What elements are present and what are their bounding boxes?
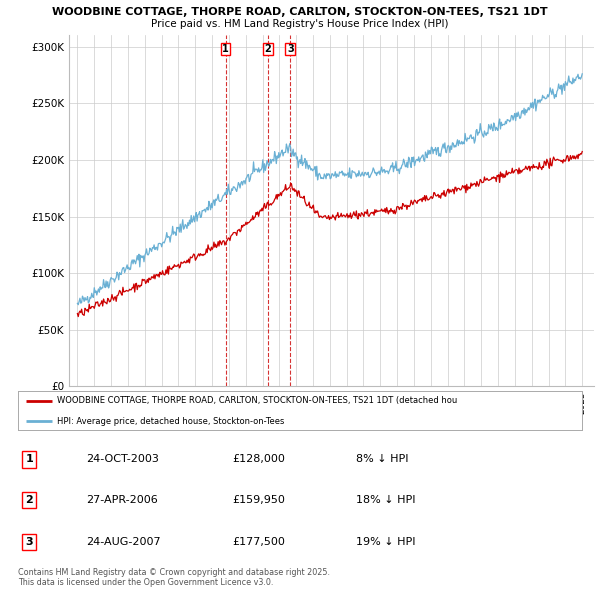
Text: £159,950: £159,950 xyxy=(232,495,285,505)
Text: 2: 2 xyxy=(265,44,271,54)
Text: 19% ↓ HPI: 19% ↓ HPI xyxy=(356,537,416,547)
Text: 18% ↓ HPI: 18% ↓ HPI xyxy=(356,495,416,505)
Text: WOODBINE COTTAGE, THORPE ROAD, CARLTON, STOCKTON-ON-TEES, TS21 1DT: WOODBINE COTTAGE, THORPE ROAD, CARLTON, … xyxy=(52,7,548,17)
Text: HPI: Average price, detached house, Stockton-on-Tees: HPI: Average price, detached house, Stoc… xyxy=(58,417,285,425)
Text: 24-AUG-2007: 24-AUG-2007 xyxy=(86,537,160,547)
Text: 2: 2 xyxy=(25,495,33,505)
Text: Contains HM Land Registry data © Crown copyright and database right 2025.
This d: Contains HM Land Registry data © Crown c… xyxy=(18,568,330,587)
Text: 3: 3 xyxy=(287,44,293,54)
Text: £177,500: £177,500 xyxy=(232,537,285,547)
Text: WOODBINE COTTAGE, THORPE ROAD, CARLTON, STOCKTON-ON-TEES, TS21 1DT (detached hou: WOODBINE COTTAGE, THORPE ROAD, CARLTON, … xyxy=(58,396,458,405)
Text: 1: 1 xyxy=(222,44,229,54)
Text: Price paid vs. HM Land Registry's House Price Index (HPI): Price paid vs. HM Land Registry's House … xyxy=(151,19,449,29)
Text: 3: 3 xyxy=(25,537,33,547)
Text: 1: 1 xyxy=(25,454,33,464)
Text: 24-OCT-2003: 24-OCT-2003 xyxy=(86,454,158,464)
Text: 27-APR-2006: 27-APR-2006 xyxy=(86,495,157,505)
Text: £128,000: £128,000 xyxy=(232,454,285,464)
Text: 8% ↓ HPI: 8% ↓ HPI xyxy=(356,454,409,464)
